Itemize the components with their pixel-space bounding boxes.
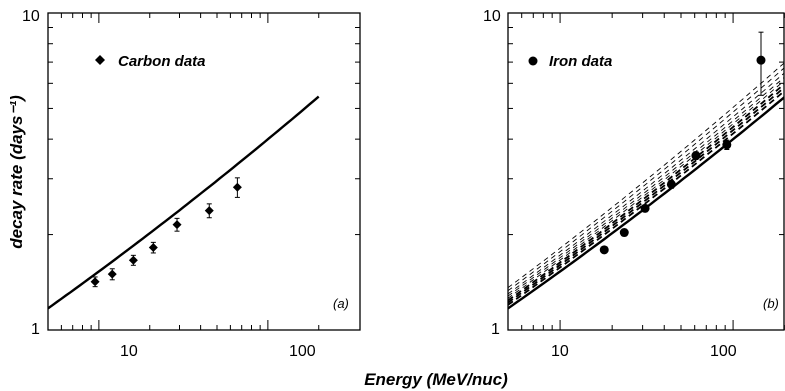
data-point xyxy=(666,179,676,189)
panel-a-x-tick-label-100: 100 xyxy=(289,343,316,360)
panel-b-frame xyxy=(507,12,785,331)
model-curve-7 xyxy=(508,67,784,292)
data-point xyxy=(128,255,138,265)
data-point xyxy=(232,182,242,192)
panel-b-label: (b) xyxy=(763,296,779,311)
data-point xyxy=(756,55,766,65)
legend-marker-iron xyxy=(528,56,538,66)
panel-a-curves xyxy=(48,95,320,310)
panel-b-curves xyxy=(508,62,784,310)
panel-b-ticks xyxy=(507,12,785,331)
model-curve-6 xyxy=(508,72,784,295)
model-curve-4 xyxy=(508,80,784,299)
data-point xyxy=(148,243,158,253)
data-point xyxy=(691,151,701,161)
model-curve-0 xyxy=(48,95,320,310)
x-axis-label: Energy (MeV/nuc) xyxy=(364,370,508,389)
model-curve-5 xyxy=(508,77,784,297)
panel-a-x-tick-label-10: 10 xyxy=(120,343,138,360)
panel-a-y-tick-label-10: 10 xyxy=(22,8,40,25)
data-point xyxy=(619,228,629,238)
data-point xyxy=(172,220,182,230)
model-curve-3 xyxy=(508,83,784,302)
legend-label-iron: Iron data xyxy=(549,53,612,70)
legend-marker-carbon xyxy=(95,55,105,65)
panel-b-y-tick-label-10: 10 xyxy=(483,8,501,25)
data-point xyxy=(90,277,100,287)
panel-a-frame xyxy=(47,12,361,331)
panel-a: 10 1 10 100 Carbon data (a) xyxy=(22,8,361,360)
panel-b-x-tick-label-10: 10 xyxy=(551,343,569,360)
data-point xyxy=(107,269,117,279)
model-curve-1 xyxy=(508,90,784,306)
data-point xyxy=(640,203,650,213)
legend-label-carbon: Carbon data xyxy=(118,53,206,70)
panel-a-points xyxy=(90,177,242,288)
panel-a-legend: Carbon data xyxy=(95,53,206,70)
panel-a-ticks xyxy=(47,12,360,331)
model-curve-8 xyxy=(508,62,784,289)
panel-b-legend: Iron data xyxy=(528,53,612,70)
data-point xyxy=(599,245,609,255)
panel-b-x-tick-label-100: 100 xyxy=(710,343,737,360)
panel-b-points xyxy=(599,31,766,255)
panel-b: 10 1 10 100 Iron data (b) xyxy=(483,8,785,360)
data-point xyxy=(204,206,214,216)
panel-a-y-tick-label-1: 1 xyxy=(31,321,40,338)
panel-a-label: (a) xyxy=(333,296,349,311)
data-point xyxy=(722,140,732,150)
model-curve-2 xyxy=(508,86,784,304)
panel-b-y-tick-label-1: 1 xyxy=(491,321,500,338)
y-axis-label: decay rate (days⁻¹) xyxy=(7,95,26,249)
